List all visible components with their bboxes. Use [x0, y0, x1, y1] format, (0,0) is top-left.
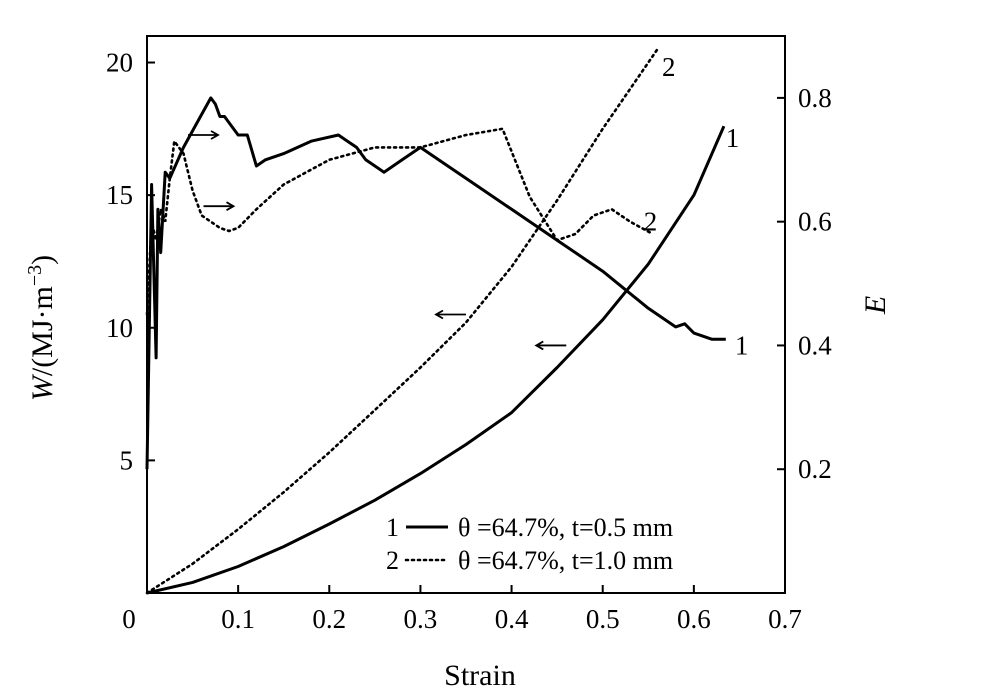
arrow-head	[434, 309, 444, 320]
x-tick-label: 0.1	[221, 604, 255, 634]
curve-label-1: 1	[735, 330, 749, 360]
x-tick-label: 0.5	[586, 604, 620, 634]
y-tick-label: 15	[106, 180, 133, 210]
arrow-left-6	[434, 309, 466, 320]
y2-tick-label: 0.6	[798, 207, 832, 237]
legend-text: θ =64.7%, t=1.0 mm	[458, 546, 673, 575]
y2-tick-label: 0.8	[798, 83, 832, 113]
series-group	[145, 47, 726, 595]
arrow-left-7	[534, 340, 567, 351]
legend-item-2: 2 θ =64.7%, t=1.0 mm	[386, 546, 673, 575]
x-tick-label: 0.7	[768, 604, 802, 634]
y-tick-label: 5	[120, 445, 134, 475]
arrow-right-4	[188, 130, 220, 140]
x-axis-label: Strain	[444, 659, 516, 692]
arrow-head	[534, 340, 544, 351]
x-tick-label: 0.3	[404, 604, 438, 634]
y2-tick-label: 0.4	[798, 330, 832, 360]
curve-label-1: 1	[726, 123, 740, 153]
x-tick-label: 0.4	[495, 604, 529, 634]
y2-tick-label: 0.2	[798, 454, 832, 484]
curve-label-2: 2	[644, 207, 658, 237]
curve-label-2: 2	[662, 52, 676, 82]
arrow-head	[210, 130, 220, 140]
legend-id: 1	[386, 513, 399, 542]
axes: 0.1 0.2 0.3 0.4 0.5 0.6 0.7 0 5 10 15 20 0.2 0.4 0.6 0.…	[106, 35, 832, 634]
legend-item-1: 1 θ =64.7%, t=0.5 mm	[386, 513, 673, 542]
y-axis-label-close: )	[26, 255, 59, 265]
y-axis-label-unit: /(MJ·m	[26, 286, 59, 376]
origin-label: 0	[122, 604, 136, 634]
legend-text: θ =64.7%, t=0.5 mm	[458, 513, 673, 542]
y-tick-label: 10	[106, 313, 133, 343]
x-tick-label: 0.6	[677, 604, 711, 634]
y-tick-label: 20	[106, 48, 133, 78]
annotations: 2 1 2 1	[188, 52, 749, 360]
series-2-e-line	[145, 127, 655, 316]
y2-axis-label: E	[859, 296, 892, 315]
legend: 1 θ =64.7%, t=0.5 mm 2 θ =64.7%, t=1.0 mm	[386, 513, 673, 575]
series-1-e-line	[145, 96, 726, 470]
x-tick-label: 0.2	[312, 604, 346, 634]
y-axis-label-symbol: W	[26, 373, 59, 401]
series-1-w-line	[146, 125, 726, 595]
legend-id: 2	[386, 546, 399, 575]
series-2-w-line	[145, 47, 659, 595]
y-axis-label-exponent: −3	[24, 265, 46, 286]
arrow-head	[226, 201, 236, 211]
y-axis-label: W/(MJ·m−3)	[24, 255, 59, 401]
arrow-right-5	[203, 201, 236, 211]
